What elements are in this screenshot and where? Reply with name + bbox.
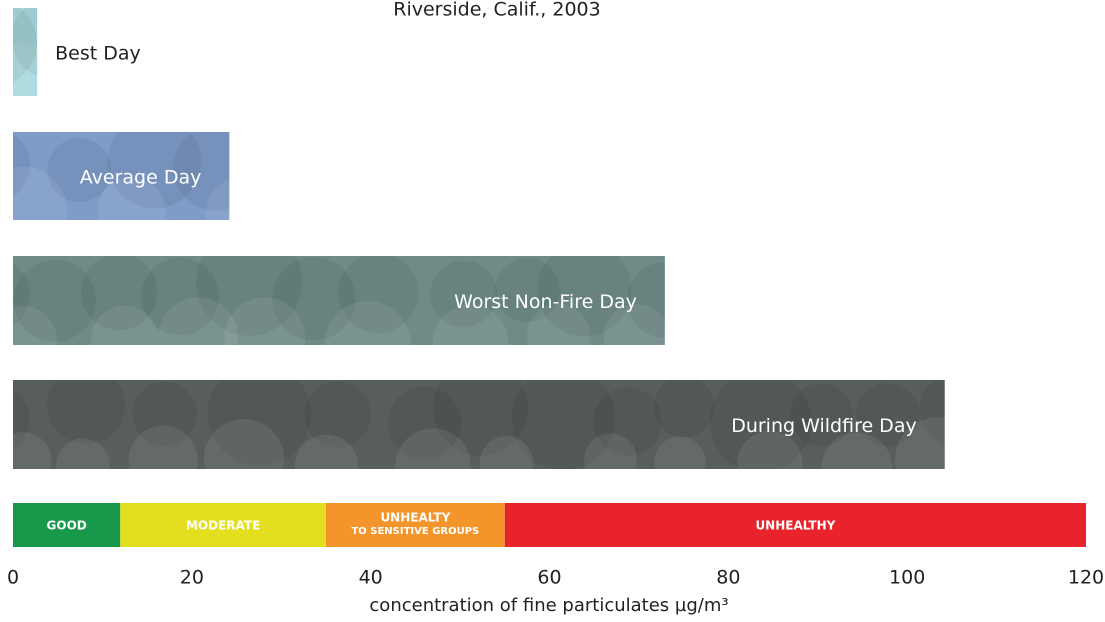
- aqi-band-label: GOOD: [47, 519, 87, 533]
- aqi-band-label: MODERATE: [186, 519, 260, 533]
- x-tick-label: 60: [537, 567, 561, 589]
- cloud: [395, 428, 471, 504]
- cloud: [129, 426, 198, 495]
- cloud: [433, 305, 509, 381]
- cloud: [204, 419, 284, 499]
- cloud: [224, 297, 305, 378]
- aqi-band-label: UNHEALTY: [380, 511, 450, 525]
- aqi-band-sublabel: TO SENSITIVE GROUPS: [351, 526, 479, 537]
- cloud: [206, 179, 273, 246]
- aqi-band-label: UNHEALTHY: [755, 519, 835, 533]
- cloud: [295, 435, 359, 499]
- cloud: [654, 376, 715, 437]
- cloud: [584, 433, 637, 486]
- cloud: [324, 301, 411, 388]
- cloud: [480, 436, 533, 489]
- chart-title: Riverside, Calif., 2003: [393, 0, 600, 21]
- cloud: [603, 304, 669, 370]
- x-tick-label: 40: [359, 567, 383, 589]
- cloud: [737, 431, 802, 496]
- x-tick-label: 80: [716, 567, 740, 589]
- cloud: [821, 432, 892, 503]
- cloud: [47, 366, 125, 444]
- bar-label: During Wildfire Day: [731, 415, 917, 437]
- cloud: [56, 439, 109, 492]
- x-tick-label: 100: [889, 567, 925, 589]
- chart: Riverside, Calif., 2003 concentration of…: [0, 0, 1105, 622]
- x-tick-label: 120: [1068, 567, 1104, 589]
- cloud: [654, 436, 705, 487]
- bar-label: Worst Non-Fire Day: [454, 291, 637, 313]
- x-tick-label: 0: [7, 567, 19, 589]
- bar-label: Best Day: [55, 43, 141, 65]
- cloud: [527, 304, 590, 367]
- x-tick-label: 20: [180, 567, 204, 589]
- cloud: [91, 306, 159, 374]
- x-axis-label: concentration of fine particulates µg/m³: [369, 595, 728, 616]
- cloud-texture: [0, 0, 94, 129]
- bar-label: Average Day: [80, 167, 202, 189]
- page: {"chart_data": {"type": "bar", "orientat…: [0, 0, 1105, 622]
